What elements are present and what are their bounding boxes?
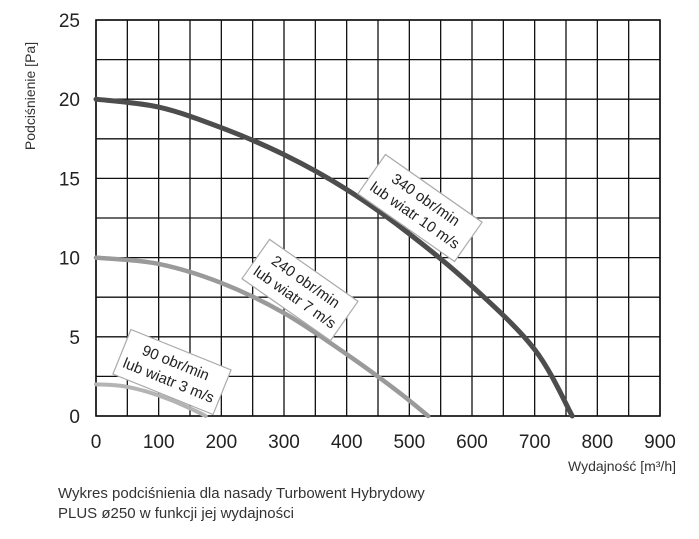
x-tick-label: 800 [581,432,613,453]
y-tick-labels: 0 5 10 15 20 25 [59,11,80,428]
plot-frame [95,19,661,417]
x-tick-label: 100 [143,432,175,453]
y-tick-label: 25 [59,11,80,32]
x-tick-label: 0 [91,432,102,453]
caption-line-2: PLUS ø250 w funkcji jej wydajności [58,505,294,522]
chart-caption: Wykres podciśnienia dla nasady Turbowent… [58,484,425,524]
y-tick-label: 5 [69,328,80,349]
series-curve [93,255,431,419]
y-tick-label: 20 [59,90,80,111]
series-label-box [241,238,359,342]
x-tick-labels: 0 100 200 300 400 500 600 700 800 900 [91,432,676,453]
y-tick-label: 15 [59,169,80,190]
x-axis-label: Wydajność [m³/h] [568,458,676,474]
y-tick-label: 0 [69,407,80,428]
x-tick-label: 600 [456,432,488,453]
y-axis-label: Podciśnienie [Pa] [22,42,38,150]
x-tick-label: 700 [519,432,551,453]
caption-line-1: Wykres podciśnienia dla nasady Turbowent… [58,485,425,502]
series-curve [93,96,575,419]
series-label-box [357,153,483,263]
series-label-box [112,328,232,416]
series-curve [94,382,208,418]
x-tick-label: 300 [268,432,300,453]
x-tick-label: 900 [644,432,676,453]
series-curves [93,96,575,419]
y-tick-label: 10 [59,249,80,270]
x-tick-label: 200 [205,432,237,453]
x-tick-label: 500 [393,432,425,453]
x-tick-label: 400 [331,432,363,453]
